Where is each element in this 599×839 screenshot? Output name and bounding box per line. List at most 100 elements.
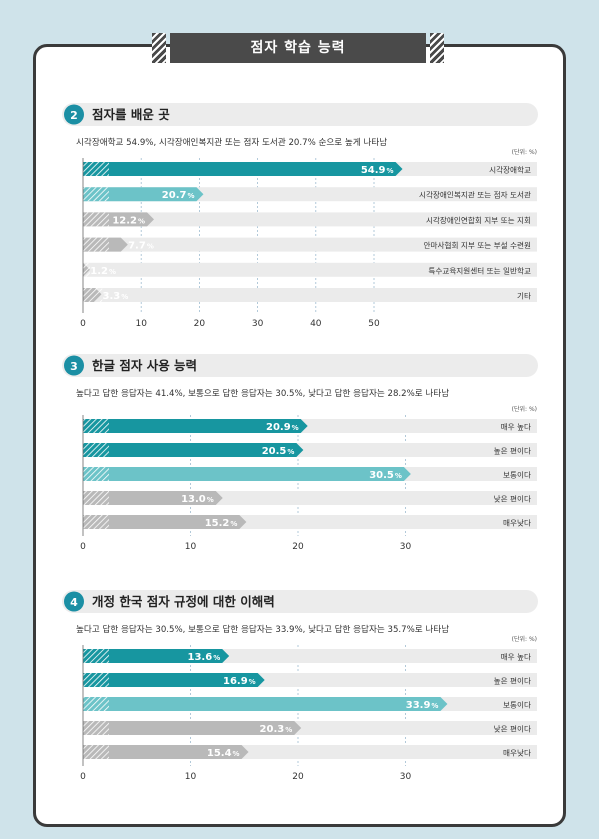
bar-hatch: [83, 187, 109, 202]
category-label: 시각장애인복지관 또는 점자 도서관: [419, 190, 531, 200]
x-tick-label: 20: [194, 319, 206, 329]
section-header-bg: [62, 103, 538, 126]
bar: [83, 649, 230, 663]
section-header-bg: [62, 590, 538, 613]
value-label: 3.3: [102, 291, 120, 302]
unit-label: (단위: %): [512, 405, 537, 413]
category-label: 높은 편이다: [494, 676, 531, 686]
value-label: 13.0: [181, 494, 206, 505]
bar: [83, 721, 302, 735]
category-label: 낮은 편이다: [494, 724, 531, 734]
bar-hatch: [83, 443, 109, 457]
value-percent-sign: %: [285, 726, 292, 734]
category-label: 안마사협회 지부 또는 부설 수련원: [424, 240, 531, 250]
bar: [83, 673, 265, 687]
bar: [83, 443, 304, 457]
category-label: 보통이다: [503, 470, 531, 480]
section-number-badge: [64, 104, 84, 125]
category-label: 보통이다: [503, 700, 531, 710]
value-label: 33.9: [406, 700, 431, 711]
row-track: [83, 262, 537, 277]
value-label: 30.5: [369, 470, 394, 481]
section-number-badge: [64, 355, 84, 376]
value-percent-sign: %: [109, 268, 116, 276]
value-percent-sign: %: [233, 750, 240, 758]
unit-label: (단위: %): [512, 148, 537, 156]
row-track: [83, 212, 537, 227]
value-label: 54.9: [361, 165, 386, 176]
bar: [83, 697, 448, 711]
x-tick-label: 30: [400, 772, 412, 782]
category-label: 기타: [517, 292, 531, 301]
category-label: 매우 높다: [501, 423, 531, 432]
category-label: 낮은 편이다: [494, 494, 531, 504]
category-label: 시각장애인연합회 지부 또는 지회: [426, 215, 531, 225]
value-percent-sign: %: [213, 654, 220, 662]
value-label: 20.5: [262, 446, 287, 457]
value-percent-sign: %: [387, 167, 394, 175]
bar-hatch: [83, 419, 109, 433]
category-label: 특수교육지원센터 또는 일반학교: [428, 265, 531, 275]
category-label: 매우낮다: [503, 748, 531, 758]
section-header-bg: [62, 354, 538, 377]
value-percent-sign: %: [187, 192, 194, 200]
bar-hatch: [83, 745, 109, 759]
value-percent-sign: %: [207, 496, 214, 504]
banner-title: 점자 학습 능력: [152, 33, 444, 63]
x-tick-label: 0: [80, 772, 86, 782]
chart-subtitle: 높다고 답한 응답자는 30.5%, 보통으로 답한 응답자는 33.9%, 낮…: [76, 623, 449, 635]
value-label: 13.6: [188, 652, 213, 663]
section-number: 3: [70, 360, 78, 373]
x-tick-label: 10: [135, 319, 147, 329]
value-percent-sign: %: [138, 217, 145, 225]
bar-hatch: [83, 697, 109, 711]
x-tick-label: 40: [310, 319, 322, 329]
bar: [83, 515, 247, 529]
bar-hatch: [83, 467, 109, 481]
x-tick-label: 20: [292, 772, 304, 782]
value-percent-sign: %: [230, 520, 237, 528]
bar-hatch: [83, 162, 109, 176]
bar-hatch: [83, 673, 109, 687]
bar-hatch: [83, 288, 103, 302]
value-percent-sign: %: [249, 678, 256, 686]
section-number-badge: [64, 591, 84, 612]
row-track: [83, 288, 537, 302]
bar: [83, 745, 249, 759]
bar-hatch: [83, 237, 109, 252]
row-track: [83, 237, 537, 252]
x-tick-label: 10: [185, 772, 197, 782]
section-number: 4: [70, 596, 78, 609]
value-percent-sign: %: [121, 293, 128, 301]
value-label: 20.7: [162, 190, 187, 201]
category-label: 매우 높다: [501, 653, 531, 662]
bar-hatch: [83, 515, 109, 529]
bar-hatch: [83, 212, 109, 227]
x-tick-label: 50: [368, 319, 380, 329]
chart-subtitle: 시각장애학교 54.9%, 시각장애인복지관 또는 점자 도서관 20.7% 순…: [76, 136, 387, 148]
value-label: 1.2: [90, 266, 108, 277]
unit-label: (단위: %): [512, 635, 537, 643]
value-percent-sign: %: [287, 448, 294, 456]
x-tick-label: 30: [400, 542, 412, 552]
x-tick-label: 20: [292, 542, 304, 552]
chart-subtitle: 높다고 답한 응답자는 41.4%, 보통으로 답한 응답자는 30.5%, 낮…: [76, 387, 449, 399]
value-label: 20.9: [266, 422, 291, 433]
value-label: 12.2: [112, 215, 137, 226]
bar-hatch: [83, 649, 109, 663]
bar: [83, 162, 403, 176]
value-label: 20.3: [260, 724, 285, 735]
x-tick-label: 0: [80, 542, 86, 552]
value-label: 7.7: [128, 241, 146, 252]
x-tick-label: 0: [80, 319, 86, 329]
bar: [83, 187, 204, 202]
bar: [83, 467, 411, 481]
x-tick-label: 10: [185, 542, 197, 552]
value-label: 15.4: [207, 748, 232, 759]
value-percent-sign: %: [395, 472, 402, 480]
section-number: 2: [70, 109, 78, 122]
